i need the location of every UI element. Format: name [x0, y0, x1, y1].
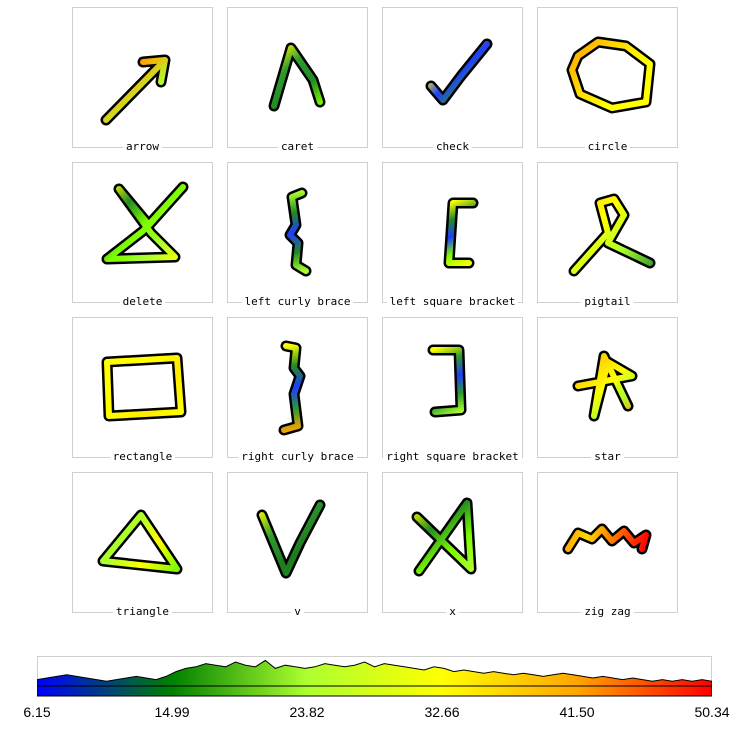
- gesture-label: zig zag: [538, 605, 677, 618]
- gesture-stroke-svg: [256, 499, 326, 579]
- tick-label: 14.99: [154, 704, 190, 720]
- gesture-label-text: zig zag: [581, 605, 634, 618]
- gesture-label: v: [228, 605, 367, 618]
- gesture-stroke-svg: [425, 38, 493, 106]
- gesture-label: right square bracket: [383, 450, 522, 463]
- gesture-label: right curly brace: [228, 450, 367, 463]
- gesture-stroke-svg: [568, 193, 656, 277]
- gesture-label: left curly brace: [228, 295, 367, 308]
- gesture-stroke: [100, 512, 180, 572]
- gesture-stroke-svg: [572, 350, 638, 422]
- gesture-stroke: [271, 45, 323, 109]
- gesture-stroke-svg: [101, 352, 187, 422]
- histogram-colorbar: [36, 656, 713, 698]
- gesture-stroke: [428, 41, 490, 103]
- gesture-stroke-svg: [427, 344, 467, 418]
- gesture-label-text: delete: [119, 295, 166, 308]
- gesture-label: star: [538, 450, 677, 463]
- gesture-stroke: [430, 347, 464, 415]
- gesture-label-text: check: [432, 140, 473, 153]
- gesture-cell: triangle: [72, 472, 213, 618]
- gesture-label-text: rectangle: [109, 450, 176, 463]
- gesture-label-text: triangle: [113, 605, 172, 618]
- gesture-label-text: caret: [277, 140, 318, 153]
- gesture-stroke-svg: [562, 523, 652, 555]
- gesture-stroke-svg: [443, 197, 479, 269]
- gesture-stroke: [103, 57, 168, 123]
- colorbar: [36, 685, 713, 697]
- gesture-cell: delete: [72, 162, 213, 308]
- gesture-label-text: circle: [584, 140, 631, 153]
- gesture-stroke-svg: [268, 42, 326, 112]
- gesture-label-text: arrow: [122, 140, 163, 153]
- tick-label: 23.82: [289, 704, 325, 720]
- gesture-label-text: star: [591, 450, 624, 463]
- gesture-cell: left square bracket: [382, 162, 523, 308]
- gesture-cell: pigtail: [537, 162, 678, 308]
- gesture-cell: right square bracket: [382, 317, 523, 463]
- gesture-cell: zig zag: [537, 472, 678, 618]
- gesture-stroke: [104, 355, 184, 419]
- gesture-stroke-svg: [284, 187, 312, 277]
- gesture-stroke-svg: [566, 36, 656, 114]
- gesture-cell: check: [382, 7, 523, 153]
- tick-label: 41.50: [559, 704, 595, 720]
- gesture-label: x: [383, 605, 522, 618]
- gesture-label: left square bracket: [383, 295, 522, 308]
- gesture-label-text: x: [446, 605, 459, 618]
- gesture-stroke-svg: [278, 340, 306, 436]
- gesture-stroke-svg: [100, 54, 171, 126]
- gesture-cell: circle: [537, 7, 678, 153]
- gesture-stroke: [287, 190, 309, 274]
- tick-label: 50.34: [694, 704, 730, 720]
- gesture-cell: v: [227, 472, 368, 618]
- gesture-cell: left curly brace: [227, 162, 368, 308]
- gesture-label: caret: [228, 140, 367, 153]
- gesture-stroke: [571, 196, 653, 274]
- gesture-label: rectangle: [73, 450, 212, 463]
- gesture-stroke: [104, 184, 186, 262]
- gesture-cell: caret: [227, 7, 368, 153]
- tick-label: 32.66: [424, 704, 460, 720]
- gesture-stroke: [414, 500, 474, 574]
- gesture-stroke: [569, 39, 653, 111]
- gesture-stroke-svg: [101, 181, 189, 265]
- gesture-cell: star: [537, 317, 678, 463]
- gesture-cell: arrow: [72, 7, 213, 153]
- histogram-svg: [36, 656, 713, 697]
- gesture-label-text: right square bracket: [383, 450, 522, 463]
- gesture-stroke-svg: [97, 509, 183, 575]
- gesture-label-text: left curly brace: [241, 295, 354, 308]
- gesture-label: pigtail: [538, 295, 677, 308]
- histogram-area: [36, 659, 713, 687]
- gesture-stroke-outline: [101, 352, 187, 422]
- gesture-stroke: [259, 502, 323, 576]
- gesture-label-text: v: [291, 605, 304, 618]
- gesture-label-text: left square bracket: [386, 295, 519, 308]
- gesture-cell: x: [382, 472, 523, 618]
- gesture-label: delete: [73, 295, 212, 308]
- gesture-cell: rectangle: [72, 317, 213, 463]
- tick-label: 6.15: [23, 704, 51, 720]
- gesture-label: triangle: [73, 605, 212, 618]
- gesture-stroke: [446, 200, 476, 266]
- gesture-label: check: [383, 140, 522, 153]
- gesture-label: arrow: [73, 140, 212, 153]
- gesture-stroke: [565, 526, 649, 552]
- gesture-label-text: right curly brace: [238, 450, 357, 463]
- gesture-cell: right curly brace: [227, 317, 368, 463]
- gesture-stroke: [281, 343, 303, 433]
- gesture-label: circle: [538, 140, 677, 153]
- gesture-label-text: pigtail: [581, 295, 634, 308]
- gesture-stroke-svg: [411, 497, 477, 577]
- gesture-stroke: [575, 353, 635, 419]
